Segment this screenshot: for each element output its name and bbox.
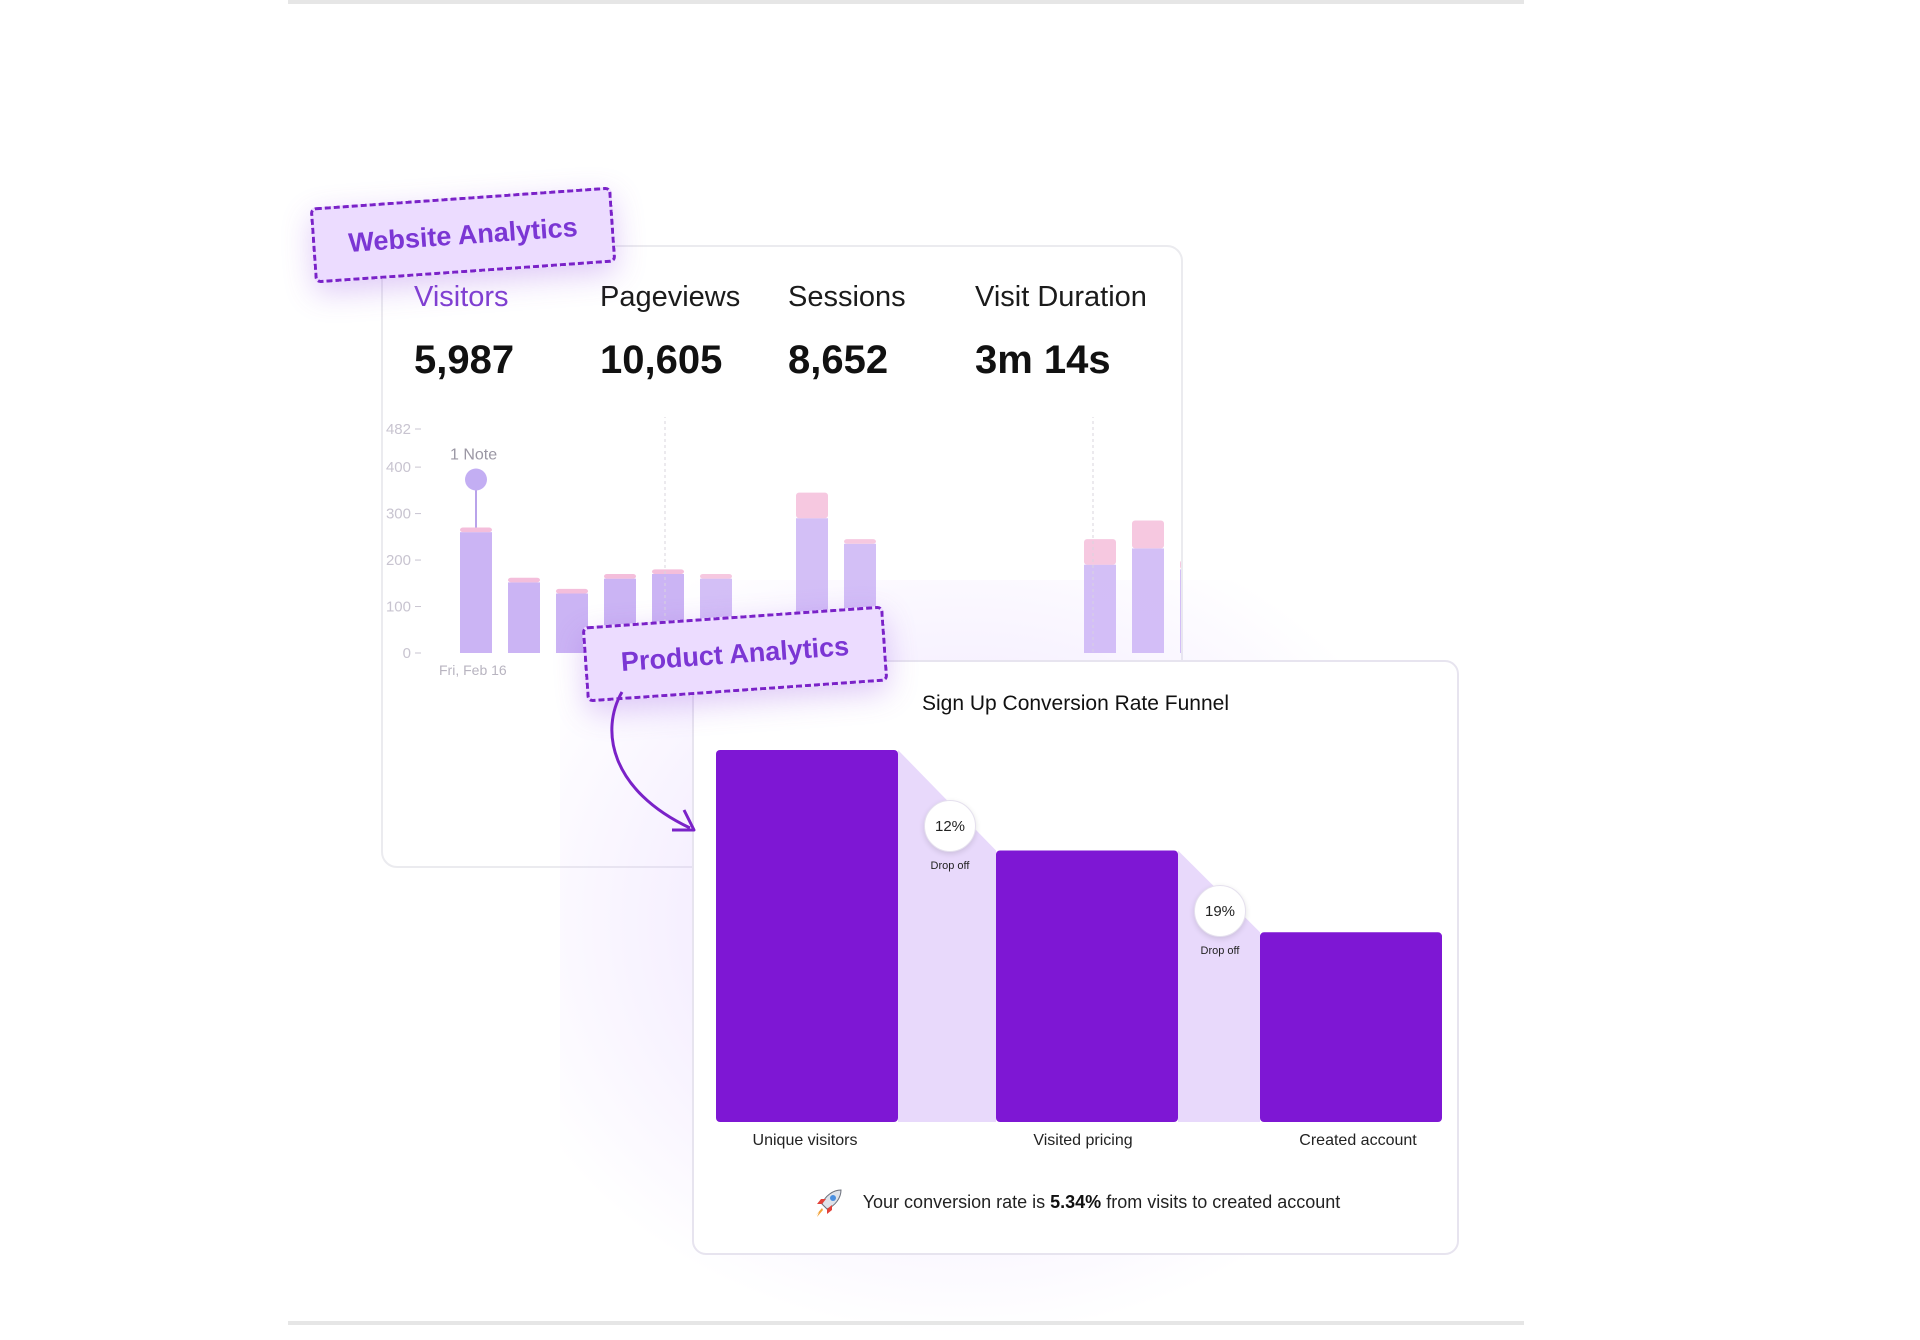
y-tick-label: 0 (403, 645, 411, 662)
stat-value: 3m 14s (975, 338, 1111, 382)
funnel-bar (716, 750, 898, 1122)
bar-pageviews (508, 577, 540, 583)
note-label: 1 Note (450, 447, 497, 464)
funnel-bar (996, 850, 1178, 1122)
drop-off-label: Drop off (1200, 945, 1240, 957)
top-divider (288, 0, 1524, 4)
visitors-bar-chart: 0 100 200 300 400 482 1 Note Fri, Feb 16 (386, 417, 1181, 678)
stat-visit-duration[interactable]: Visit Duration 3m 14s (975, 281, 1147, 383)
bar-pageviews (652, 569, 684, 574)
funnel-card: Sign Up Conversion Rate Funnel 12% Drop … (692, 660, 1459, 1255)
stage-label-created-account: Created account (1299, 1132, 1417, 1149)
summary-suffix: from visits to created account (1106, 1191, 1341, 1212)
summary-rate: 5.34% (1050, 1191, 1102, 1212)
stat-value: 10,605 (600, 338, 723, 382)
stage-label-visited-pricing: Visited pricing (1033, 1132, 1133, 1149)
stat-sessions[interactable]: Sessions 8,652 (788, 281, 906, 383)
stat-value: 5,987 (414, 338, 515, 382)
funnel-chart (716, 750, 1442, 1122)
stat-value: 8,652 (788, 338, 889, 382)
stat-pageviews[interactable]: Pageviews 10,605 (600, 281, 740, 383)
bar-visitors (1180, 569, 1181, 653)
funnel-flow (898, 750, 996, 1122)
stage-label-unique-visitors: Unique visitors (752, 1132, 858, 1149)
bar-visitors (508, 582, 540, 653)
drop-off-value: 12% (924, 800, 976, 852)
bottom-divider (288, 1321, 1524, 1325)
funnel-bar (1260, 932, 1442, 1122)
conversion-summary: Your conversion rate is 5.34% from visit… (694, 1184, 1457, 1220)
rocket-icon (815, 1189, 842, 1217)
bar-pageviews (844, 539, 876, 544)
bar-pageviews (460, 527, 492, 533)
summary-prefix: Your conversion rate is (862, 1191, 1046, 1212)
drop-off-value: 19% (1194, 885, 1246, 937)
y-tick-label: 400 (386, 459, 411, 476)
y-tick-label: 300 (386, 506, 411, 523)
bar-pageviews (1084, 539, 1116, 565)
stat-label: Visitors (414, 281, 509, 313)
bar-pageviews (700, 573, 732, 579)
drop-off-label: Drop off (930, 860, 970, 872)
note-pin-icon (465, 468, 487, 491)
stat-label: Visit Duration (975, 281, 1147, 313)
y-tick-label: 482 (386, 421, 411, 438)
drop-off-1: 12% Drop off (924, 800, 976, 872)
stat-label: Sessions (788, 281, 906, 313)
bar-pageviews (1132, 520, 1164, 549)
bar-pageviews (604, 573, 636, 579)
curved-arrow-icon (610, 691, 696, 832)
y-tick-label: 200 (386, 552, 411, 569)
bar-pageviews (1180, 560, 1181, 569)
stat-visitors[interactable]: Visitors 5,987 (414, 281, 514, 383)
y-tick-label: 100 (386, 599, 411, 616)
bar-pageviews (556, 588, 588, 594)
drop-off-2: 19% Drop off (1194, 885, 1246, 957)
bar-visitors (460, 532, 492, 653)
x-tick-label: Fri, Feb 16 (439, 662, 507, 678)
bar-visitors (1132, 548, 1164, 653)
funnel-title: Sign Up Conversion Rate Funnel (921, 692, 1229, 715)
bar-visitors (1084, 564, 1116, 653)
stat-label: Pageviews (600, 281, 741, 313)
bar-pageviews (796, 492, 828, 519)
